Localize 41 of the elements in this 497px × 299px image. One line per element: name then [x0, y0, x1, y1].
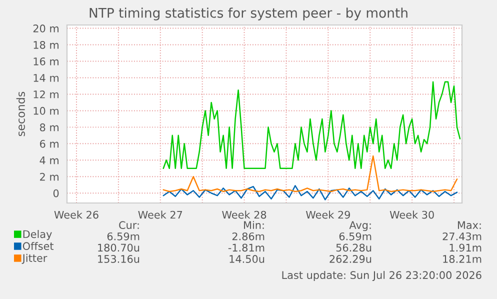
y-tick-label: 6 m: [40, 140, 58, 148]
legend-label: Jitter: [22, 254, 48, 264]
y-tick-label: 16 m: [34, 57, 58, 66]
y-tick-label: 18 m: [34, 41, 58, 49]
text: Max:: [458, 221, 481, 230]
line-series: [162, 81, 461, 170]
text: 1.91m: [450, 244, 482, 252]
text: 56.28u: [336, 244, 372, 252]
y-tick-label: 20 m: [33, 24, 58, 32]
line-series: [162, 185, 458, 200]
y-tick-label: 10 m: [34, 106, 58, 115]
x-tick-label: Week 27: [138, 210, 182, 219]
y-tick-label: 0: [53, 189, 59, 198]
y-tick-label: 2 m: [40, 172, 58, 181]
y-tick-label: 12 m: [34, 90, 58, 98]
legend-label: Offset: [22, 242, 54, 250]
text: 153.16u: [98, 255, 140, 263]
text: 262.29u: [330, 255, 372, 263]
x-tick-label: Week 29: [306, 210, 350, 219]
x-tick-label: Week 28: [222, 210, 266, 219]
text: -1.81m: [228, 244, 264, 252]
text: Avg:: [349, 221, 371, 232]
x-tick-label: Week 30: [390, 210, 434, 219]
text: Last update: Sun Jul 26 23:20:00 2026: [282, 270, 482, 282]
line-series: [162, 155, 458, 192]
y-tick-label: 4 m: [40, 156, 58, 164]
text: Cur:: [119, 221, 139, 230]
text: 18.21m: [443, 255, 482, 263]
text: 2.86m: [232, 232, 264, 240]
text: 180.70u: [98, 244, 140, 252]
x-tick-label: Week 26: [54, 210, 98, 219]
text: 27.43m: [442, 232, 482, 240]
text: 14.50u: [230, 255, 264, 263]
text: 6.59m: [339, 232, 372, 240]
chart-title: NTP timing statistics for system peer - by month: [90, 8, 408, 20]
text: Min:: [244, 220, 264, 229]
y-tick-label: 14 m: [34, 74, 58, 82]
text: 6.59m: [107, 232, 140, 240]
y-axis-title: seconds: [16, 92, 25, 136]
y-tick-label: 8 m: [40, 123, 58, 132]
legend-label: Delay: [23, 230, 52, 240]
